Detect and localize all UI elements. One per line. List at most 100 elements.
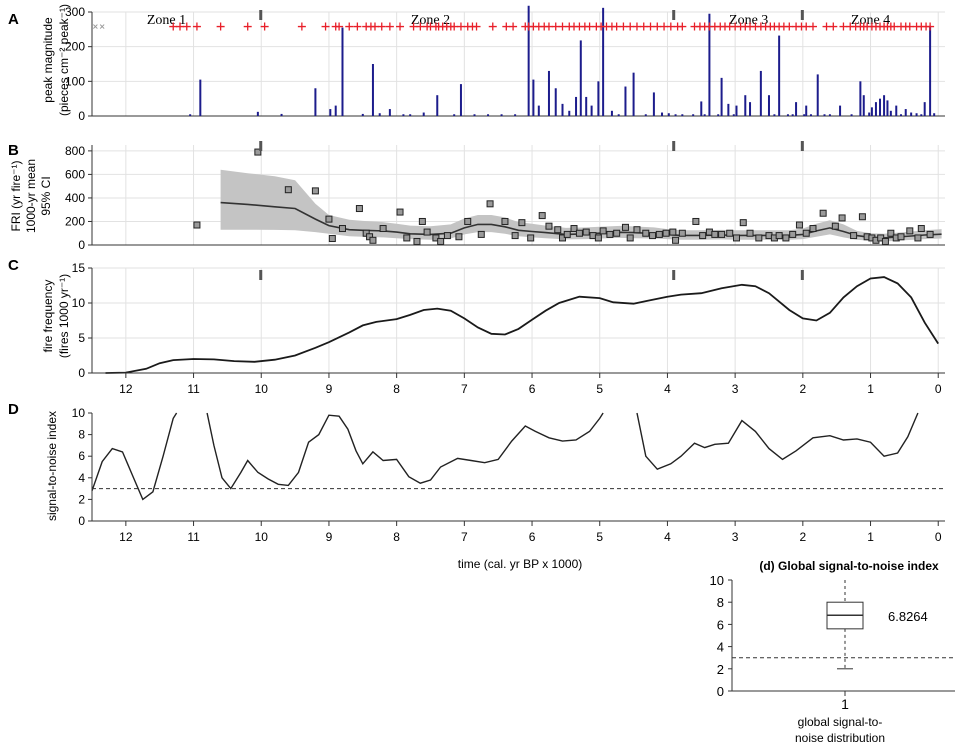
peak-bar	[624, 86, 627, 116]
peak-bar	[537, 105, 540, 116]
x-tick-label: 2	[799, 382, 806, 396]
peak-marker-plus	[216, 22, 225, 31]
peak-marker-plus	[808, 22, 817, 31]
snr-line-segment	[206, 412, 604, 490]
x-tick-label: 6	[529, 382, 536, 396]
fri-point	[311, 187, 319, 195]
inset-y-tick-label: 4	[717, 640, 724, 655]
peak-bar	[632, 72, 635, 116]
peak-bar	[899, 114, 902, 116]
zone-boundary-mark	[800, 270, 804, 280]
peak-bar	[778, 35, 781, 116]
x-tick-label: 2	[799, 530, 806, 544]
peak-bar	[378, 113, 381, 116]
snr-line-segment	[91, 412, 178, 501]
peak-marker-plus	[472, 22, 481, 31]
fri-point	[443, 232, 451, 240]
y-tick-label: 2	[78, 492, 85, 506]
peak-bar	[617, 114, 620, 116]
peak-bar	[828, 114, 831, 116]
x-tick-label: 5	[596, 530, 603, 544]
panel-c-label: C	[8, 257, 19, 274]
y-tick-label: 0	[78, 514, 85, 528]
fri-point	[599, 227, 607, 235]
y-tick-label: 6	[78, 449, 85, 463]
fri-point	[379, 225, 387, 233]
y-tick-label: 8	[78, 428, 85, 442]
fri-point	[881, 237, 889, 245]
fri-point	[338, 225, 346, 233]
peak-marker-plus	[619, 22, 628, 31]
fri-point	[782, 234, 790, 242]
peak-bar	[453, 114, 456, 116]
peak-marker-plus	[416, 22, 425, 31]
fri-point	[254, 148, 262, 156]
inset-xlabel-1: global signal-to-	[798, 715, 883, 729]
peak-bar	[700, 101, 703, 116]
peak-bar	[579, 40, 582, 116]
peak-marker-plus	[335, 22, 344, 31]
peak-bar	[554, 88, 557, 116]
peak-bar	[547, 70, 550, 116]
x-tick-label: 1	[867, 382, 874, 396]
zone-boundary-mark	[672, 141, 676, 151]
x-tick-label: 5	[596, 382, 603, 396]
panel-c-ylabel-1: fire frequency	[41, 280, 55, 353]
fri-point	[819, 209, 827, 217]
peak-bar	[874, 102, 877, 116]
fri-point	[802, 229, 810, 237]
peak-marker-plus	[632, 22, 641, 31]
fri-point	[732, 234, 740, 242]
peak-marker-plus	[890, 22, 899, 31]
peak-bar	[889, 110, 892, 116]
peak-marker-plus	[243, 22, 252, 31]
fri-point	[914, 234, 922, 242]
peak-bar	[514, 114, 517, 116]
zone-boundary-mark	[800, 141, 804, 151]
inset-y-tick-label: 0	[717, 684, 724, 699]
fri-point	[563, 230, 571, 238]
peak-bar	[868, 112, 871, 116]
panel-d: D signal-to-noise index time (cal. yr BP…	[8, 401, 945, 571]
fri-point	[877, 234, 885, 242]
peak-bar	[561, 103, 564, 116]
y-tick-label: 10	[72, 406, 86, 420]
peak-bar	[402, 114, 405, 116]
peak-marker-plus	[509, 22, 518, 31]
panel-c: C fire frequency (fires 1000 yr⁻¹) 05101…	[8, 257, 945, 396]
y-tick-label: 400	[65, 191, 85, 205]
y-tick-label: 300	[65, 5, 85, 19]
fri-point	[838, 214, 846, 222]
panel-d-label: D	[8, 401, 19, 418]
y-tick-label: 200	[65, 40, 85, 54]
peak-bar	[805, 105, 808, 116]
fri-point	[926, 230, 934, 238]
peak-bar	[923, 102, 926, 116]
fri-point	[858, 213, 866, 221]
peak-marker-plus	[176, 22, 185, 31]
fri-point	[518, 219, 526, 227]
peak-bar	[839, 105, 842, 116]
peak-bar	[786, 114, 789, 116]
peak-marker-plus	[785, 22, 794, 31]
peak-bar	[409, 114, 412, 116]
fri-point	[325, 215, 333, 223]
fri-point	[692, 217, 700, 225]
fri-point	[775, 232, 783, 240]
x-tick-label: 3	[732, 530, 739, 544]
peak-bar	[859, 81, 862, 116]
peak-marker-plus	[612, 22, 621, 31]
fri-point	[613, 229, 621, 237]
peak-bar	[422, 112, 425, 116]
peak-bar	[708, 13, 711, 116]
peak-bar	[767, 95, 770, 116]
x-tick-label: 11	[187, 382, 200, 396]
peak-marker-plus	[678, 22, 687, 31]
peak-bar	[371, 64, 374, 116]
peak-bar	[795, 102, 798, 116]
fri-point	[795, 221, 803, 229]
peak-bar	[199, 79, 202, 116]
peak-bar	[823, 114, 826, 116]
peak-bar	[883, 95, 886, 116]
insignificant-peak-marker	[93, 24, 98, 29]
